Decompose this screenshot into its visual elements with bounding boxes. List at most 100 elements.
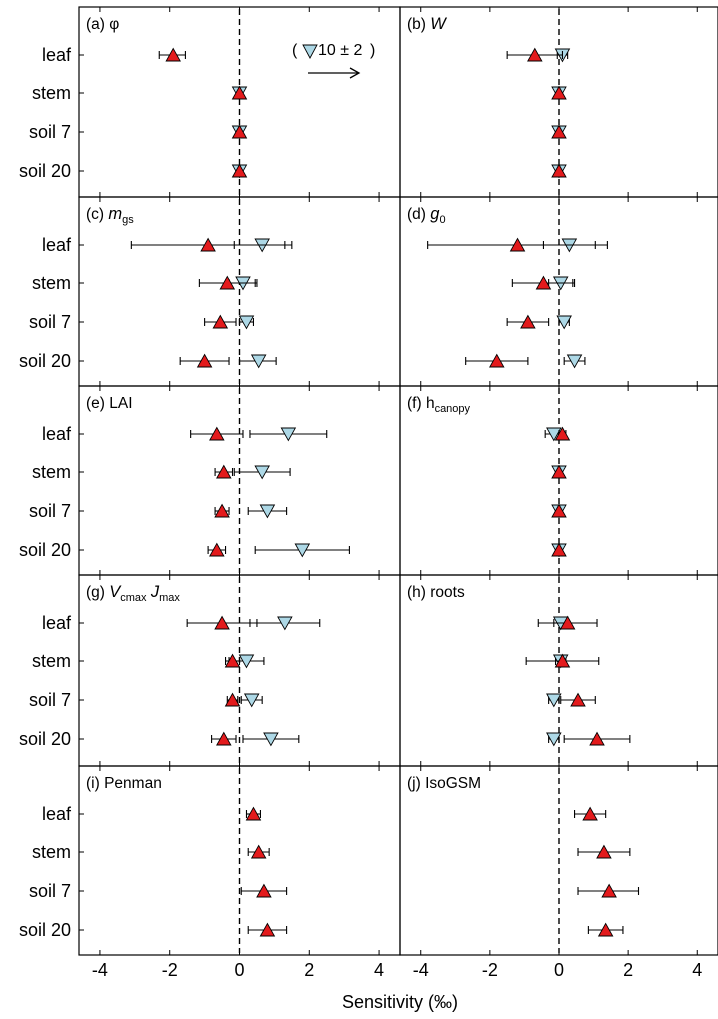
x-tick-label: 4 — [692, 960, 702, 980]
down-marker — [556, 315, 572, 330]
panel-title-name: V — [109, 583, 122, 601]
x-tick-label: -4 — [413, 960, 429, 980]
panel-b: (b) W — [399, 6, 718, 198]
panel-title-prefix: (d) — [407, 206, 430, 223]
panel-title-prefix: (c) — [86, 206, 108, 223]
category-label: leaf — [42, 613, 72, 633]
down-marker — [254, 465, 270, 480]
down-marker — [263, 732, 279, 747]
up-marker — [165, 47, 181, 62]
up-marker — [551, 503, 567, 518]
up-marker — [554, 426, 571, 441]
category-label: soil 20 — [19, 161, 71, 181]
panel-j: (j) IsoGSM — [399, 765, 718, 956]
up-marker — [570, 692, 586, 707]
down-marker — [546, 693, 562, 708]
panel-title: (j) IsoGSM — [407, 775, 481, 792]
up-marker — [200, 237, 216, 252]
up-marker — [250, 844, 267, 859]
panel-c: (c) mgs — [78, 196, 401, 387]
up-marker — [224, 653, 241, 668]
category-label: soil 7 — [29, 881, 71, 901]
up-marker — [582, 806, 598, 821]
panel-title-subscript: gs — [122, 214, 134, 226]
category-label: soil 7 — [29, 501, 71, 521]
up-marker — [489, 353, 505, 368]
up-marker — [259, 922, 276, 937]
panel-title-name: Penman — [104, 775, 162, 792]
down-marker — [566, 354, 583, 369]
up-marker — [256, 883, 272, 898]
category-label: leaf — [42, 424, 72, 444]
category-label: leaf — [42, 804, 72, 824]
category-label: leaf — [42, 45, 72, 65]
down-marker — [243, 693, 260, 708]
down-marker — [277, 616, 293, 631]
legend-down-marker — [302, 44, 318, 59]
category-label: soil 7 — [29, 690, 71, 710]
category-label: soil 20 — [19, 351, 71, 371]
category-label: soil 7 — [29, 122, 71, 142]
x-tick-label: 2 — [623, 960, 633, 980]
panel-title: (i) Penman — [86, 775, 162, 792]
up-marker — [527, 47, 543, 62]
x-tick-label: 4 — [374, 960, 384, 980]
category-label: soil 7 — [29, 312, 71, 332]
panel-title-name: LAI — [109, 395, 132, 412]
x-tick-label: -2 — [162, 960, 178, 980]
up-marker — [551, 542, 567, 557]
panel-title-subscript: 0 — [439, 214, 445, 226]
panel-title-prefix: (g) — [86, 584, 109, 601]
panel-title-prefix: (e) — [86, 395, 109, 412]
down-marker — [259, 504, 276, 519]
up-marker — [520, 314, 536, 329]
panel-title: (d) g0 — [407, 205, 446, 226]
up-marker — [231, 85, 248, 100]
panel-title: (c) mgs — [86, 205, 134, 226]
panel-e: (e) LAI — [78, 385, 401, 576]
up-marker — [535, 275, 552, 290]
up-marker — [219, 275, 236, 290]
up-marker — [551, 85, 567, 100]
up-marker — [216, 464, 232, 479]
panel-d: (d) g0 — [399, 196, 718, 387]
x-tick-label: 0 — [554, 960, 564, 980]
panels-layer: (a) φ (b) W (c) mgs (d) g0 (e) LAI (f) hcanop… — [78, 6, 718, 956]
legend-close-paren: ) — [370, 42, 375, 59]
category-label: stem — [32, 651, 71, 671]
legend-open-paren: ( — [292, 42, 298, 59]
down-marker — [250, 354, 267, 369]
category-label: stem — [32, 462, 71, 482]
panel-f: (f) hcanopy — [399, 385, 718, 576]
up-marker — [224, 692, 241, 707]
panel-title: (e) LAI — [86, 395, 133, 412]
up-marker — [559, 615, 576, 630]
panel-title-name: W — [430, 15, 447, 33]
panel-title-prefix: (i) — [86, 775, 104, 792]
up-marker — [551, 464, 567, 479]
panel-title: (h) roots — [407, 584, 465, 601]
panel-title-name: φ — [109, 16, 119, 33]
legend-arrow-head — [349, 67, 361, 79]
up-marker — [196, 353, 213, 368]
up-marker — [214, 615, 230, 630]
up-marker — [509, 237, 526, 252]
panel-title-name: IsoGSM — [425, 775, 481, 792]
x-tick-labels: -4 -2 0 2 4 -4 -2 0 2 4 — [92, 960, 702, 980]
panel-title-prefix: (b) — [407, 16, 430, 33]
panel-title-prefix: (a) — [86, 16, 109, 33]
panel-g: (g) Vcmax Jmax — [78, 574, 401, 767]
panel-title-subscript: cmax — [120, 592, 147, 604]
up-marker — [589, 731, 605, 746]
up-marker — [551, 124, 567, 139]
x-tick-label: -4 — [92, 960, 108, 980]
up-marker — [596, 844, 612, 859]
down-marker — [280, 427, 297, 442]
panel-title: (g) Vcmax Jmax — [86, 583, 180, 604]
panel-title-subscript: canopy — [435, 403, 471, 415]
panel-title-name2: J — [150, 583, 160, 601]
up-marker — [231, 163, 248, 178]
panel-title-prefix: (f) — [407, 395, 426, 412]
up-marker — [231, 124, 248, 139]
